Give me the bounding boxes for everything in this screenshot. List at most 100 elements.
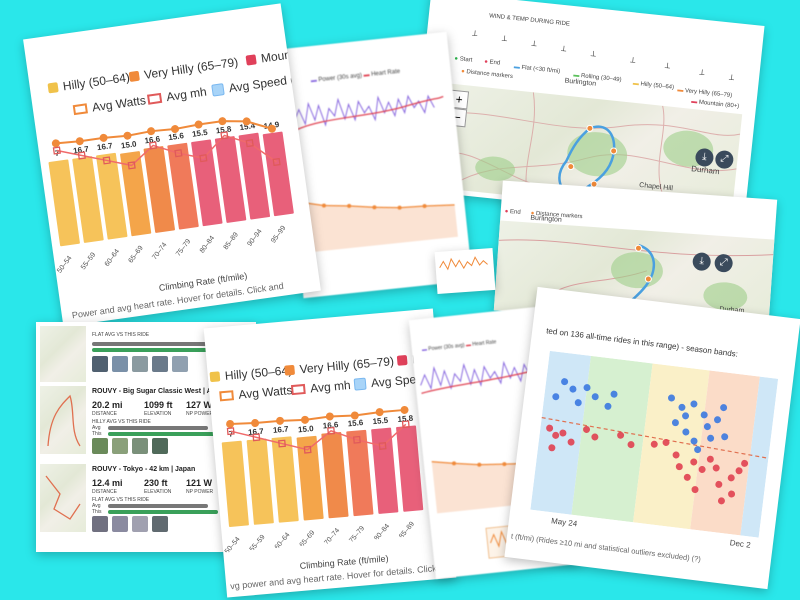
- legend-avg-hr[interactable]: Avg mh: [146, 85, 208, 107]
- watts-point-b-6[interactable]: [375, 408, 384, 417]
- bar-a-8[interactable]: [238, 132, 271, 220]
- scatter-point-1-1[interactable]: [552, 431, 560, 439]
- scatter-point-1-17[interactable]: [717, 497, 726, 505]
- watts-point-b-3[interactable]: [301, 415, 310, 425]
- watts-point-b-4[interactable]: [325, 412, 334, 421]
- legend-hilly-2[interactable]: Hilly (50–64): [209, 363, 293, 384]
- hr-point-a-8[interactable]: [245, 139, 254, 148]
- scatter-point-1-8[interactable]: [627, 441, 635, 449]
- hr-point-a-0[interactable]: [52, 146, 61, 155]
- scatter-point-0-15[interactable]: [703, 423, 711, 431]
- scatter-point-1-23[interactable]: [675, 463, 683, 471]
- hr-point-a-1[interactable]: [77, 151, 86, 160]
- scatter-point-1-14[interactable]: [706, 455, 714, 463]
- bar-b-0[interactable]: [221, 440, 249, 527]
- hr-point-a-4[interactable]: [148, 141, 158, 150]
- scatter-point-1-6[interactable]: [591, 433, 599, 441]
- watts-point-b-0[interactable]: [226, 419, 235, 429]
- scatter-point-1-11[interactable]: [672, 451, 680, 459]
- watts-point-a-7[interactable]: [218, 117, 227, 126]
- watts-point-a-1[interactable]: [75, 137, 84, 146]
- legend-very-hilly-2[interactable]: Very Hilly (65–79): [284, 354, 395, 378]
- hr-point-a-7[interactable]: [220, 131, 229, 140]
- ride-row-map-1[interactable]: [40, 386, 86, 454]
- watts-point-a-9[interactable]: [267, 124, 276, 133]
- scatter-point-1-22[interactable]: [741, 459, 749, 468]
- hr-point-b-4[interactable]: [327, 426, 336, 435]
- scatter-point-1-16[interactable]: [715, 480, 723, 489]
- bar-b-3[interactable]: [296, 435, 324, 521]
- scatter-point-1-7[interactable]: [617, 431, 625, 439]
- scatter-point-0-12[interactable]: [682, 428, 690, 436]
- scatter-point-0-21[interactable]: [574, 399, 582, 407]
- bar-a-9[interactable]: [262, 131, 294, 217]
- hr-point-a-3[interactable]: [127, 161, 136, 170]
- bar-a-3[interactable]: [120, 151, 152, 237]
- bar-a-7[interactable]: [214, 136, 247, 223]
- hr-point-a-6[interactable]: [199, 154, 208, 163]
- scatter-point-0-3[interactable]: [591, 393, 599, 401]
- hr-point-b-5[interactable]: [352, 435, 361, 444]
- scatter-point-0-20[interactable]: [721, 433, 729, 441]
- watts-point-b-7[interactable]: [400, 405, 409, 415]
- scatter-point-0-0[interactable]: [561, 378, 569, 386]
- hr-point-a-2[interactable]: [102, 156, 111, 165]
- ride-row-map-2[interactable]: [40, 464, 86, 532]
- hr-point-a-9[interactable]: [272, 157, 281, 167]
- scatter-point-0-18[interactable]: [714, 416, 722, 424]
- scatter-point-1-10[interactable]: [662, 438, 670, 447]
- scatter-point-0-16[interactable]: [694, 446, 702, 454]
- bar-a-1[interactable]: [72, 156, 104, 243]
- watts-point-a-2[interactable]: [99, 133, 108, 142]
- hr-point-b-1[interactable]: [252, 433, 261, 442]
- watts-point-a-0[interactable]: [51, 139, 60, 148]
- scatter-point-1-19[interactable]: [735, 467, 743, 475]
- watts-point-a-4[interactable]: [147, 127, 156, 136]
- legend-avg-watts[interactable]: Avg Watts: [72, 93, 147, 117]
- hr-point-b-0[interactable]: [226, 427, 235, 436]
- bar-a-5[interactable]: [167, 142, 199, 230]
- hr-point-a-5[interactable]: [174, 149, 183, 158]
- scatter-point-1-18[interactable]: [727, 474, 735, 482]
- bar-b-5[interactable]: [346, 429, 374, 517]
- watts-point-a-8[interactable]: [242, 117, 251, 126]
- hr-point-b-2[interactable]: [278, 439, 286, 448]
- watts-point-b-5[interactable]: [350, 411, 359, 420]
- scatter-point-0-19[interactable]: [720, 404, 728, 412]
- top-row-map[interactable]: [40, 326, 86, 382]
- scatter-point-0-17[interactable]: [707, 434, 715, 442]
- scatter-point-0-9[interactable]: [682, 412, 690, 420]
- scatter-point-0-1[interactable]: [569, 385, 577, 393]
- watts-point-b-2[interactable]: [276, 416, 285, 426]
- scatter-point-1-21[interactable]: [683, 473, 691, 481]
- bar-a-6[interactable]: [191, 139, 223, 227]
- scatter-point-1-3[interactable]: [567, 438, 575, 446]
- scatter-point-1-5[interactable]: [583, 425, 591, 434]
- scatter-point-1-20[interactable]: [691, 486, 699, 494]
- scatter-point-1-0[interactable]: [546, 424, 554, 432]
- bar-b-4[interactable]: [321, 432, 349, 519]
- ride-title-2[interactable]: ROUVY - Tokyo - 42 km | Japan: [92, 466, 196, 473]
- watts-point-a-3[interactable]: [123, 131, 132, 140]
- bar-b-1[interactable]: [246, 438, 274, 525]
- scatter-point-0-6[interactable]: [604, 402, 612, 410]
- bar-a-4[interactable]: [143, 146, 175, 233]
- bar-a-2[interactable]: [96, 152, 128, 240]
- scatter-point-0-5[interactable]: [610, 390, 618, 398]
- scatter-point-0-11[interactable]: [671, 419, 680, 427]
- hr-point-b-7[interactable]: [401, 420, 410, 429]
- watts-point-b-1[interactable]: [251, 419, 260, 428]
- scatter-point-0-14[interactable]: [700, 411, 708, 419]
- scatter-point-1-9[interactable]: [650, 440, 658, 448]
- scatter-point-0-4[interactable]: [552, 393, 560, 401]
- ride-title-1[interactable]: ROUVY - Big Sugar Classic West | Arkansa…: [92, 388, 239, 395]
- scatter-point-1-12[interactable]: [690, 458, 698, 466]
- bar-b-6[interactable]: [371, 427, 399, 514]
- scatter-point-1-4[interactable]: [548, 444, 556, 452]
- bar-a-0[interactable]: [48, 159, 80, 247]
- hr-point-b-3[interactable]: [303, 445, 312, 454]
- scatter-point-0-10[interactable]: [690, 400, 698, 408]
- scatter-point-1-13[interactable]: [698, 465, 706, 474]
- bar-b-7[interactable]: [396, 425, 424, 512]
- legend-hilly[interactable]: Hilly (50–64): [47, 70, 131, 95]
